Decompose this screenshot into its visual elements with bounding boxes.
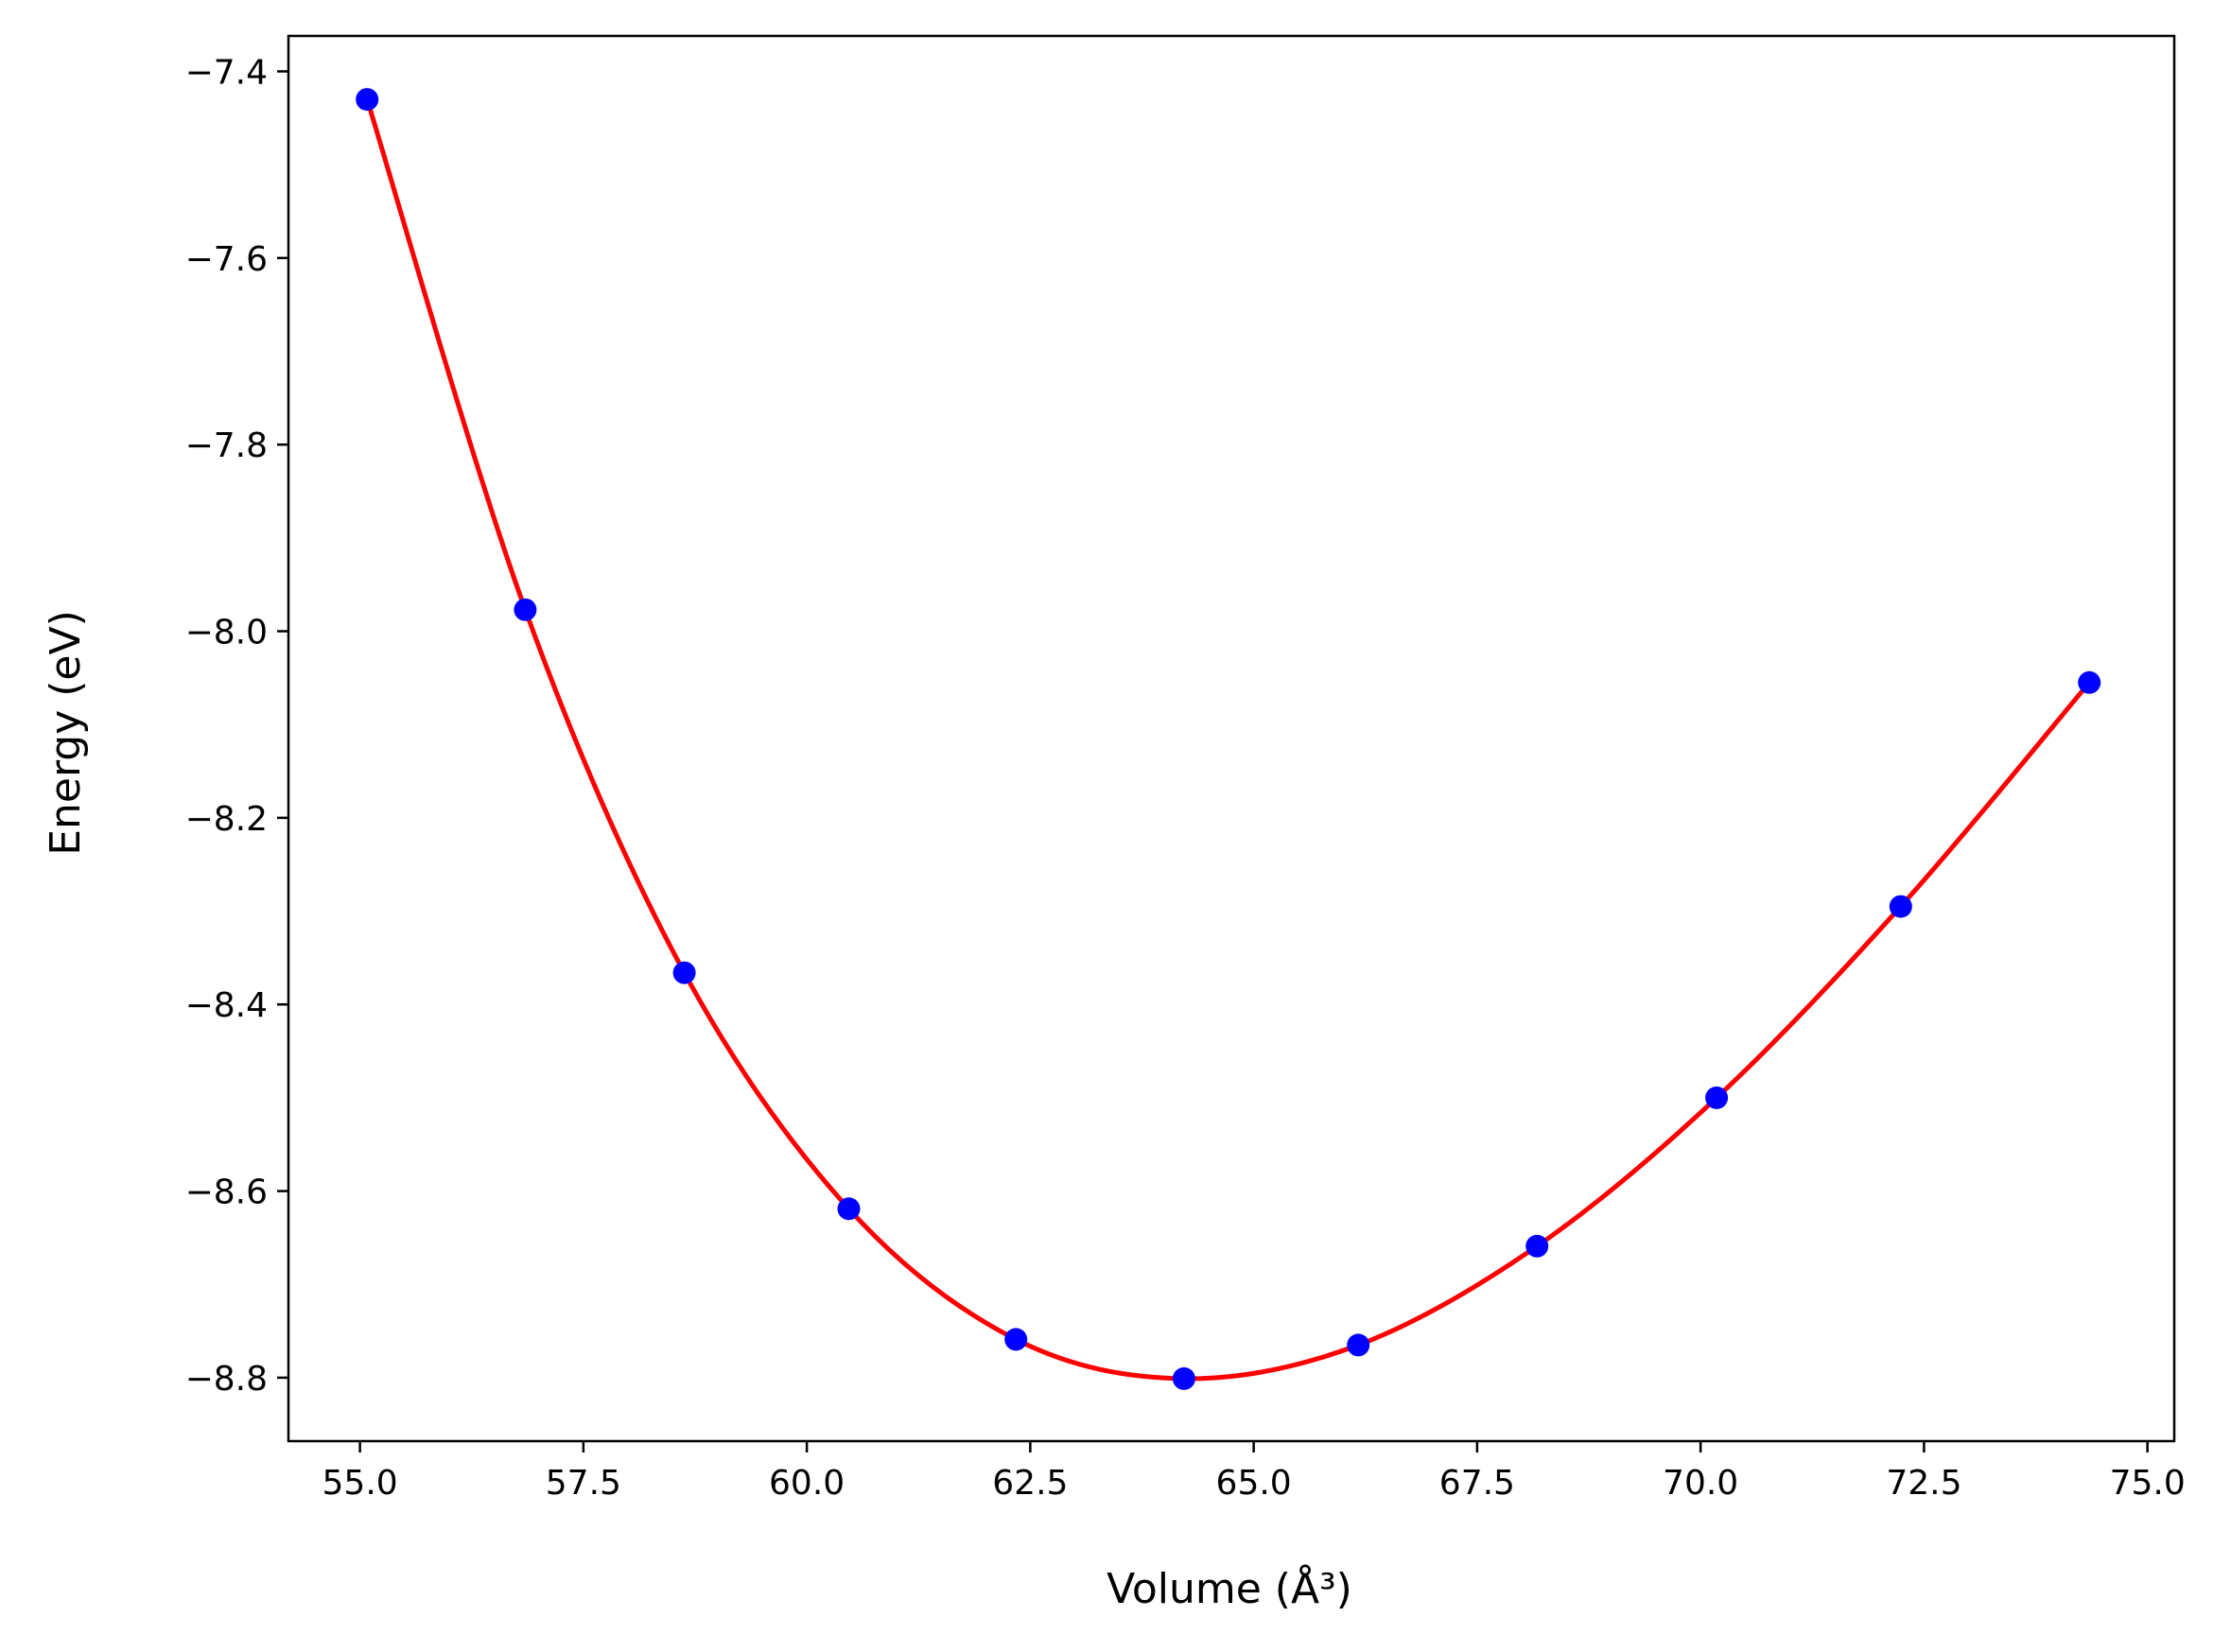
y-tick-label: −8.8 [185,1360,268,1399]
data-point [1004,1328,1028,1351]
x-tick-label: 70.0 [1663,1464,1738,1503]
y-axis-label: Energy (eV) [42,610,90,856]
y-tick-label: −8.4 [185,986,268,1025]
data-point [1889,895,1912,918]
y-tick-label: −7.8 [185,426,268,465]
x-tick-label: 55.0 [322,1464,398,1503]
data-point [2078,670,2101,694]
x-tick-label: 75.0 [2110,1464,2186,1503]
plot-area-frame [287,34,2176,1443]
x-axis-label: Volume (Å³) [1107,1563,1352,1613]
y-tick-label: −8.0 [185,614,268,652]
data-point [1172,1366,1195,1390]
data-point [1347,1333,1370,1357]
x-tick-label: 60.0 [769,1464,845,1503]
y-tick-label: −8.6 [185,1174,268,1212]
x-tick-label: 67.5 [1439,1464,1515,1503]
fit-curve-layer [364,98,2092,1382]
y-tick-label: −8.2 [185,800,268,839]
data-point [514,598,537,621]
x-tick-label: 62.5 [992,1464,1068,1503]
x-tick-label: 65.0 [1216,1464,1292,1503]
x-axis-ticks: 55.0 57.5 60.0 62.5 65.0 67.5 70.0 72.5 75.0 [322,1441,2186,1503]
data-point [356,88,379,112]
data-point [1525,1234,1549,1258]
data-point [672,961,696,984]
y-tick-label: −7.6 [185,240,268,279]
data-point [1705,1086,1729,1109]
data-point [837,1197,861,1221]
y-axis-ticks: −7.4 −7.6 −7.8 −8.0 −8.2 −8.4 −8.6 −8.8 [185,53,288,1399]
x-tick-label: 72.5 [1886,1464,1961,1503]
fit-curve [364,98,2092,1382]
y-tick-label: −7.4 [185,53,268,92]
data-points-layer [356,88,2101,1390]
x-tick-label: 57.5 [546,1464,621,1503]
